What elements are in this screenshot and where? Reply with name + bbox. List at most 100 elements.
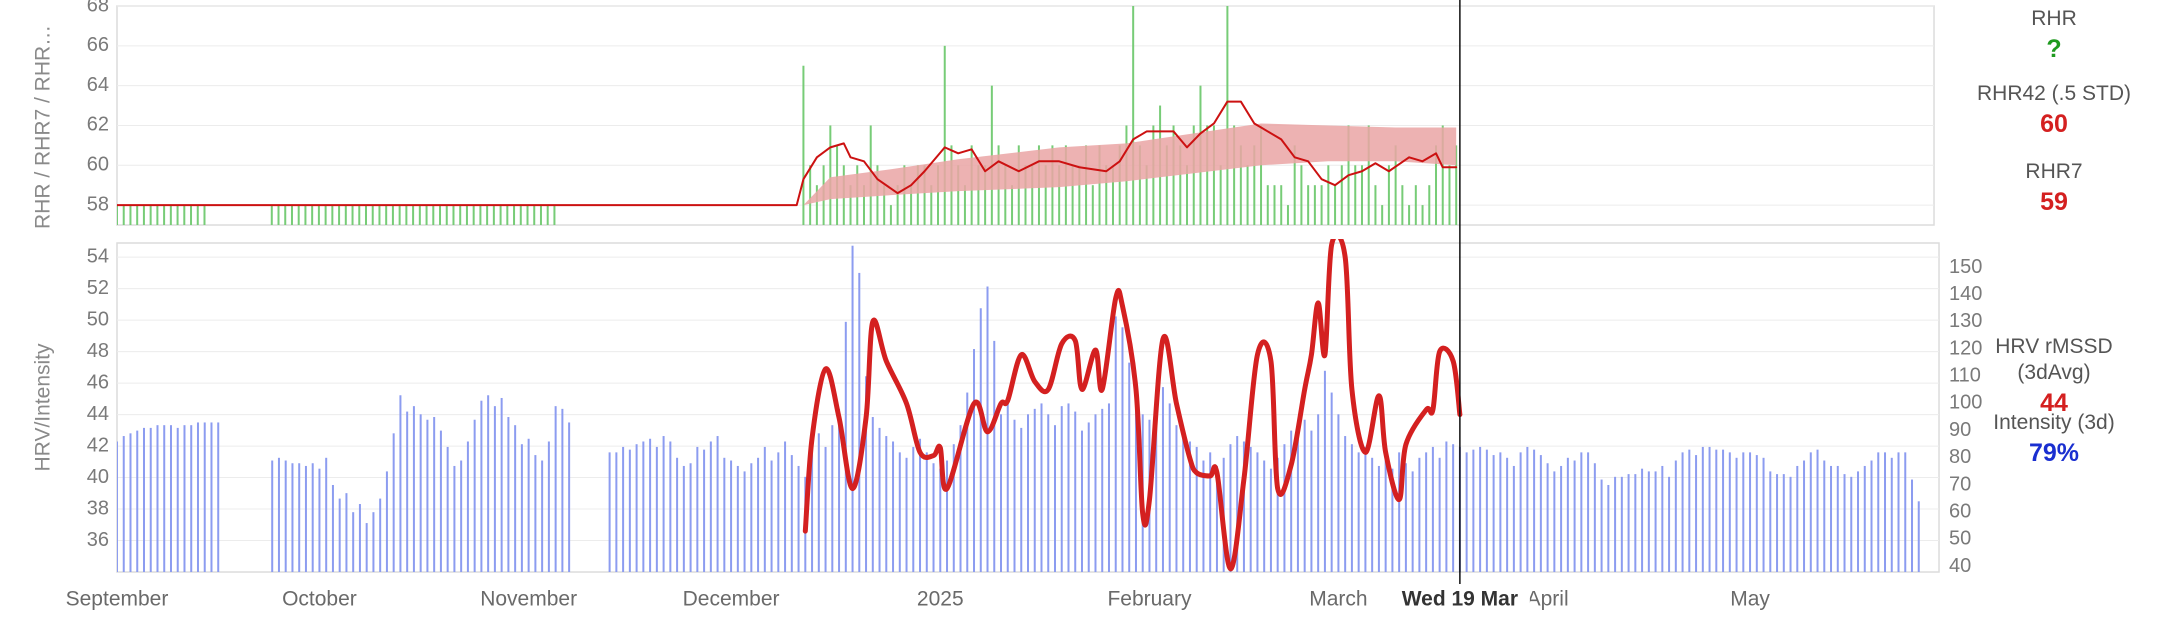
bar xyxy=(486,205,489,225)
bar xyxy=(418,205,421,225)
bar xyxy=(1098,145,1101,225)
bar xyxy=(802,65,805,225)
x-tick-label: October xyxy=(282,588,357,611)
bar xyxy=(1004,165,1007,225)
y2-tick-label: 80 xyxy=(1949,446,1971,468)
y2-tick-label: 100 xyxy=(1949,392,1982,414)
bar xyxy=(635,444,638,572)
bar xyxy=(993,340,996,572)
bar xyxy=(196,422,199,572)
bar xyxy=(1263,460,1266,572)
bar xyxy=(1414,185,1417,225)
bar xyxy=(682,465,685,572)
x-tick-label: December xyxy=(683,588,780,611)
bar xyxy=(1401,185,1404,225)
bar xyxy=(1249,446,1252,572)
bar xyxy=(777,452,780,572)
bar xyxy=(669,441,672,572)
bar xyxy=(1114,316,1117,572)
bar xyxy=(1681,452,1684,572)
bar xyxy=(628,449,631,572)
readout-value: 79% xyxy=(2028,439,2080,467)
bar xyxy=(1215,465,1218,572)
bar xyxy=(892,441,895,572)
bar xyxy=(1128,362,1131,572)
readout-value: 60 xyxy=(2040,110,2068,138)
bar xyxy=(142,205,145,225)
bar xyxy=(270,205,273,225)
bar xyxy=(1094,414,1097,572)
bar xyxy=(1587,452,1590,572)
bar xyxy=(1455,145,1458,225)
bar xyxy=(815,185,818,225)
bar xyxy=(1105,165,1108,225)
bar xyxy=(1782,474,1785,572)
bar xyxy=(1182,430,1185,572)
bar xyxy=(937,165,940,225)
bar xyxy=(472,205,475,225)
bar xyxy=(1472,449,1475,572)
y-tick-label: 60 xyxy=(87,154,109,176)
bar xyxy=(662,436,665,572)
bar xyxy=(439,205,442,225)
bar xyxy=(790,455,793,572)
bar xyxy=(290,205,293,225)
bar xyxy=(183,205,186,225)
bar xyxy=(957,165,960,225)
bar xyxy=(1101,408,1104,572)
bar xyxy=(492,205,495,225)
bar xyxy=(1674,460,1677,572)
bar xyxy=(1058,165,1061,225)
bar xyxy=(277,457,280,572)
bar xyxy=(1425,452,1428,572)
bar xyxy=(1911,479,1914,572)
bar xyxy=(1246,165,1249,225)
bar xyxy=(149,427,152,572)
bar xyxy=(1040,403,1043,572)
bar xyxy=(1421,205,1424,225)
bar xyxy=(1371,457,1374,572)
bar xyxy=(1091,185,1094,225)
bar xyxy=(1769,471,1772,572)
bar xyxy=(1452,444,1455,572)
bar xyxy=(642,441,645,572)
bar xyxy=(1735,457,1738,572)
bar xyxy=(1344,436,1347,572)
bar xyxy=(1387,165,1390,225)
bar xyxy=(1053,425,1056,572)
bar xyxy=(979,308,982,572)
bar xyxy=(1273,185,1276,225)
bar xyxy=(1085,145,1088,225)
bar xyxy=(885,436,888,572)
bar xyxy=(1566,457,1569,572)
bar xyxy=(932,463,935,572)
bar xyxy=(622,446,625,572)
bar xyxy=(1620,476,1623,572)
bar xyxy=(176,205,179,225)
bar xyxy=(1310,430,1313,572)
bar xyxy=(959,425,962,572)
bar xyxy=(1573,460,1576,572)
bar xyxy=(1391,468,1394,572)
bar xyxy=(1307,185,1310,225)
y-tick-label: 50 xyxy=(87,308,109,330)
y-tick-label: 68 xyxy=(87,0,109,16)
bar xyxy=(1647,471,1650,572)
y2-tick-label: 110 xyxy=(1949,365,1981,387)
bar xyxy=(156,425,159,572)
bar xyxy=(716,436,719,572)
bar xyxy=(1087,422,1090,572)
bar xyxy=(1111,165,1114,225)
bar xyxy=(829,125,832,225)
bar xyxy=(1701,446,1704,572)
bar xyxy=(311,205,314,225)
bar xyxy=(703,449,706,572)
bar xyxy=(460,460,463,572)
bar xyxy=(465,205,468,225)
bar xyxy=(136,205,139,225)
bar xyxy=(1202,460,1205,572)
plot-area xyxy=(117,6,1458,225)
bar xyxy=(1290,430,1293,572)
bar xyxy=(1519,452,1522,572)
bar xyxy=(1011,185,1014,225)
